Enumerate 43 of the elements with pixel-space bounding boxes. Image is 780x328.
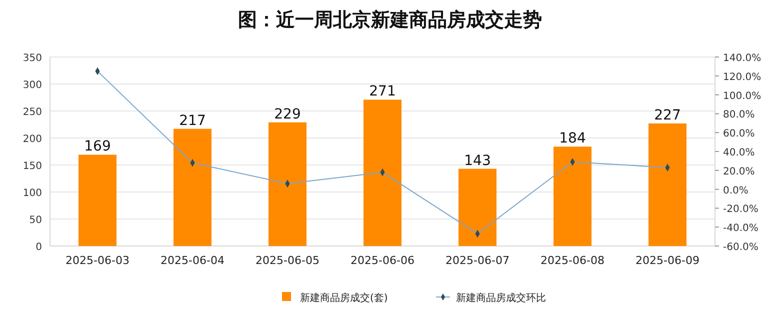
x-tick-label: 2025-06-04 [160, 254, 224, 267]
y2-tick-label: 100.0% [723, 90, 762, 102]
legend-label: 新建商品房成交(套) [300, 292, 388, 304]
y-tick-label: 150 [22, 161, 42, 172]
bar [268, 122, 306, 246]
data-label: 184 [559, 130, 586, 147]
y2-tick-label: -40.0% [723, 223, 758, 234]
bar [174, 128, 212, 246]
bar [364, 100, 402, 246]
y2-tick-label: 140.0% [723, 53, 762, 64]
bar [78, 154, 116, 246]
x-tick-label: 2025-06-03 [66, 254, 130, 267]
y2-tick-label: -60.0% [723, 242, 758, 253]
y-tick-label: 250 [22, 107, 42, 118]
data-label: 143 [464, 152, 491, 169]
y2-tick-label: -20.0% [723, 204, 758, 216]
x-tick-label: 2025-06-07 [446, 254, 510, 267]
legend-label: 新建商品房成交环比 [456, 292, 546, 304]
data-label: 169 [84, 138, 111, 155]
data-label: 217 [179, 112, 206, 129]
y-tick-label: 50 [29, 215, 42, 226]
y-tick-label: 200 [22, 134, 42, 145]
y-tick-label: 350 [22, 53, 42, 64]
x-tick-label: 2025-06-05 [256, 254, 320, 267]
chart-title: 图：近一周北京新建商品房成交走势 [238, 9, 542, 31]
y2-tick-label: 0.0% [723, 185, 748, 196]
y-tick-label: 300 [22, 80, 42, 91]
y-tick-label: 100 [22, 188, 42, 199]
x-tick-label: 2025-06-08 [540, 254, 604, 267]
bar [648, 123, 686, 246]
bar [554, 146, 592, 246]
y2-tick-label: 60.0% [723, 128, 755, 140]
x-tick-label: 2025-06-09 [636, 254, 700, 267]
data-label: 227 [654, 107, 681, 124]
data-label: 229 [274, 106, 301, 122]
data-label: 271 [369, 84, 396, 100]
y2-tick-label: 40.0% [723, 148, 755, 158]
y2-tick-label: 20.0% [723, 166, 755, 178]
y-tick-label: 0 [36, 242, 42, 253]
bar [458, 168, 496, 246]
x-tick-label: 2025-06-06 [350, 254, 414, 267]
y2-tick-label: 80.0% [723, 110, 755, 121]
y2-tick-label: 120.0% [723, 72, 762, 83]
